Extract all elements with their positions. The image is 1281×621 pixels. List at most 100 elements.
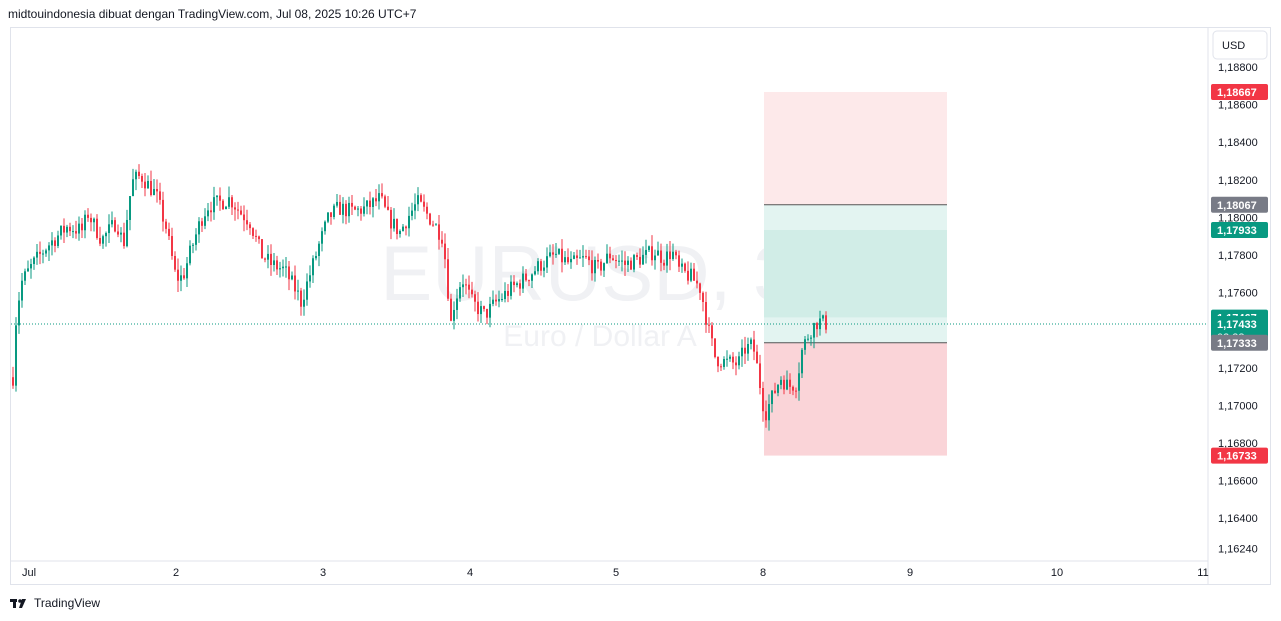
candle-body [534,271,536,275]
candle [402,224,404,232]
candle-body [576,255,578,258]
candle [309,265,311,288]
candle [132,168,134,197]
candle-body [666,251,668,266]
candle [213,186,215,220]
candle-body [261,239,263,259]
candle [129,196,131,231]
y-tick-label: 1,18800 [1218,62,1258,74]
candle [723,356,725,370]
candle-body [411,210,413,216]
candle-body [672,251,674,260]
candle-body [732,356,734,363]
candle [372,197,374,218]
candle [618,254,620,266]
candle [324,220,326,235]
candle [483,305,485,312]
candle [612,255,614,261]
candle-body [114,220,116,232]
currency-button[interactable]: USD [1212,30,1268,60]
candle-body [816,323,818,330]
candle-body [717,356,719,367]
candle-body [225,206,227,210]
candle-body [183,275,185,279]
candle-body [54,240,56,246]
candle-body [735,362,737,366]
candle [441,231,443,248]
candle [186,256,188,288]
x-tick-label: 8 [760,567,766,579]
candle [96,214,98,240]
candle [501,293,503,302]
tradingview-logo-icon [10,599,26,608]
candle-body [525,273,527,281]
candle-body [693,268,695,281]
candle [819,310,821,336]
x-tick-label: Jul [22,567,36,579]
candle-body [147,180,149,189]
candle [285,256,287,278]
candle [282,259,284,277]
candle [411,202,413,221]
candle-body [684,263,686,271]
candle [354,205,356,211]
candle [582,245,584,268]
candle [801,348,803,379]
candle-body [21,280,23,301]
candle [741,339,743,367]
candle [735,356,737,376]
candle-body [417,195,419,205]
candle-body [138,171,140,177]
candle-body [747,344,749,354]
candle-body [402,226,404,231]
candle-body [480,306,482,315]
candle [426,202,428,220]
candle [450,293,452,322]
candle [699,282,701,301]
candle [678,250,680,272]
profit-filled-zone [764,317,947,343]
candle [189,240,191,266]
candle [201,217,203,232]
candle [114,217,116,233]
candle [546,247,548,274]
candle [429,212,431,226]
candle [783,375,785,395]
candle [150,170,152,197]
candle [27,260,29,272]
candle-body [66,226,68,233]
candle [48,242,50,261]
candle-body [432,224,434,226]
stop-zone [764,342,947,456]
candle-body [306,281,308,300]
candle-body [645,249,647,255]
candle [579,249,581,259]
candle [21,272,23,308]
candle-body [390,209,392,229]
candle-body [579,257,581,259]
candle [168,222,170,241]
candle [108,214,110,244]
candle [594,256,596,282]
candle-body [177,269,179,281]
x-tick-label: 2 [173,567,179,579]
candle [432,220,434,227]
candle-body [348,202,350,217]
candle-body [162,199,164,222]
candle-body [228,197,230,207]
candle-body [447,259,449,299]
candle [135,169,137,191]
candle-body [90,217,92,223]
candle-body [219,195,221,201]
candle [366,200,368,215]
footer-brand: TradingView [34,596,101,610]
candle [690,262,692,283]
candle-body [519,283,521,289]
candle-body [591,260,593,274]
candle-body [111,220,113,225]
candle-body [582,256,584,258]
candle [456,288,458,320]
candle-body [45,250,47,254]
candle [249,222,251,235]
